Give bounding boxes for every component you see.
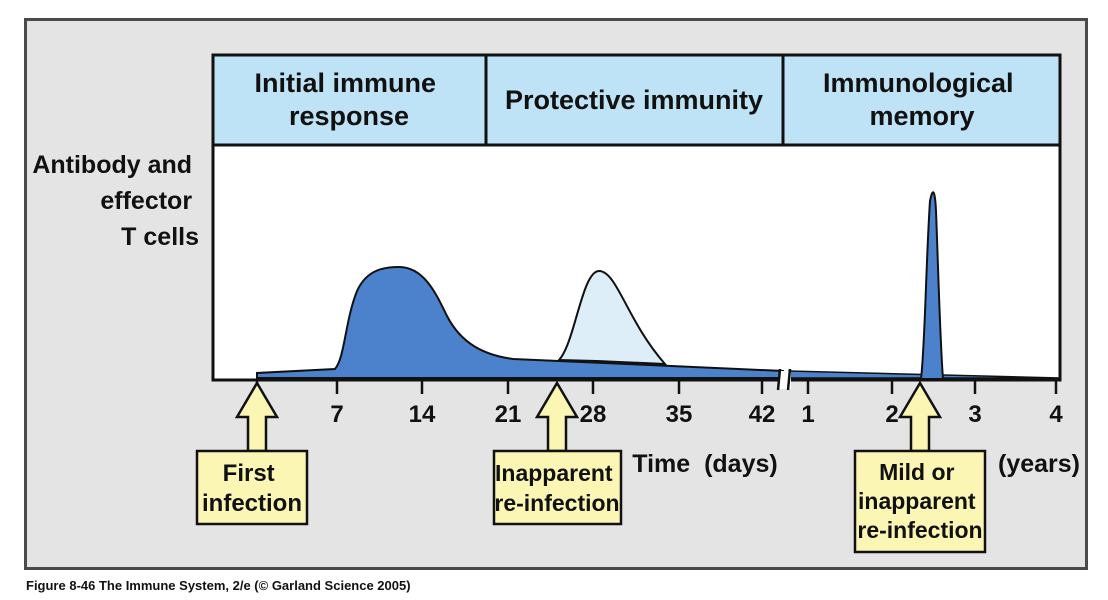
y-axis-label: Antibody and effector T cells: [32, 151, 199, 251]
x-axis-label-years: (years): [998, 450, 1080, 478]
mild-reinfection-callout: Mild or inapparent re-infection: [853, 449, 987, 554]
tick-label-year: 2: [885, 401, 898, 428]
tick-label-day: 14: [409, 401, 436, 428]
phase-immunological-memory: Immunological memory: [823, 68, 1021, 131]
inapparent-reinfection-callout: Inapparent re-infection: [492, 449, 623, 526]
first-infection-arrow: [234, 380, 280, 453]
callout-box: [195, 449, 309, 526]
tick-label-year: 4: [1049, 401, 1063, 428]
callout-box: [492, 449, 623, 526]
tick-label-year: 3: [968, 401, 981, 428]
phase-header: Initial immune response Protective immun…: [211, 53, 1062, 147]
axis-break-mark: [786, 368, 792, 391]
memory-response-spike: [919, 191, 945, 380]
tick-label-year: 1: [801, 401, 814, 428]
secondary-response-curve: [556, 269, 668, 366]
callout-text: First infection: [202, 460, 302, 517]
figure-caption: Figure 8-46 The Immune System, 2/e (© Ga…: [26, 578, 411, 593]
mild-reinfection-arrow: [897, 380, 943, 453]
axis-break-mark: [776, 368, 782, 391]
tick-label-day: 28: [580, 401, 607, 428]
callout-text: Mild or inapparent re-infection: [857, 459, 982, 543]
inapparent-reinfection-arrow: [534, 380, 580, 453]
phase-protective-immunity: Protective immunity: [505, 85, 763, 115]
phase-initial-response: Initial immune response: [254, 68, 443, 131]
x-axis-ticks: [255, 380, 1058, 394]
tick-label-day: 35: [666, 401, 693, 428]
callout-text: Inapparent re-infection: [494, 460, 619, 516]
primary-response-curve: [256, 265, 784, 379]
callout-box: [853, 449, 987, 554]
phase-header-band: [211, 53, 1062, 147]
figure-panel: Initial immune response Protective immun…: [24, 18, 1088, 570]
immune-response-diagram: Initial immune response Protective immun…: [32, 53, 1080, 554]
tick-label-day: 42: [749, 401, 776, 428]
tick-label-day: 21: [495, 401, 522, 428]
x-axis-label-days: Time (days): [632, 450, 777, 478]
tick-label-day: 7: [330, 401, 343, 428]
first-infection-callout: First infection: [195, 449, 309, 526]
